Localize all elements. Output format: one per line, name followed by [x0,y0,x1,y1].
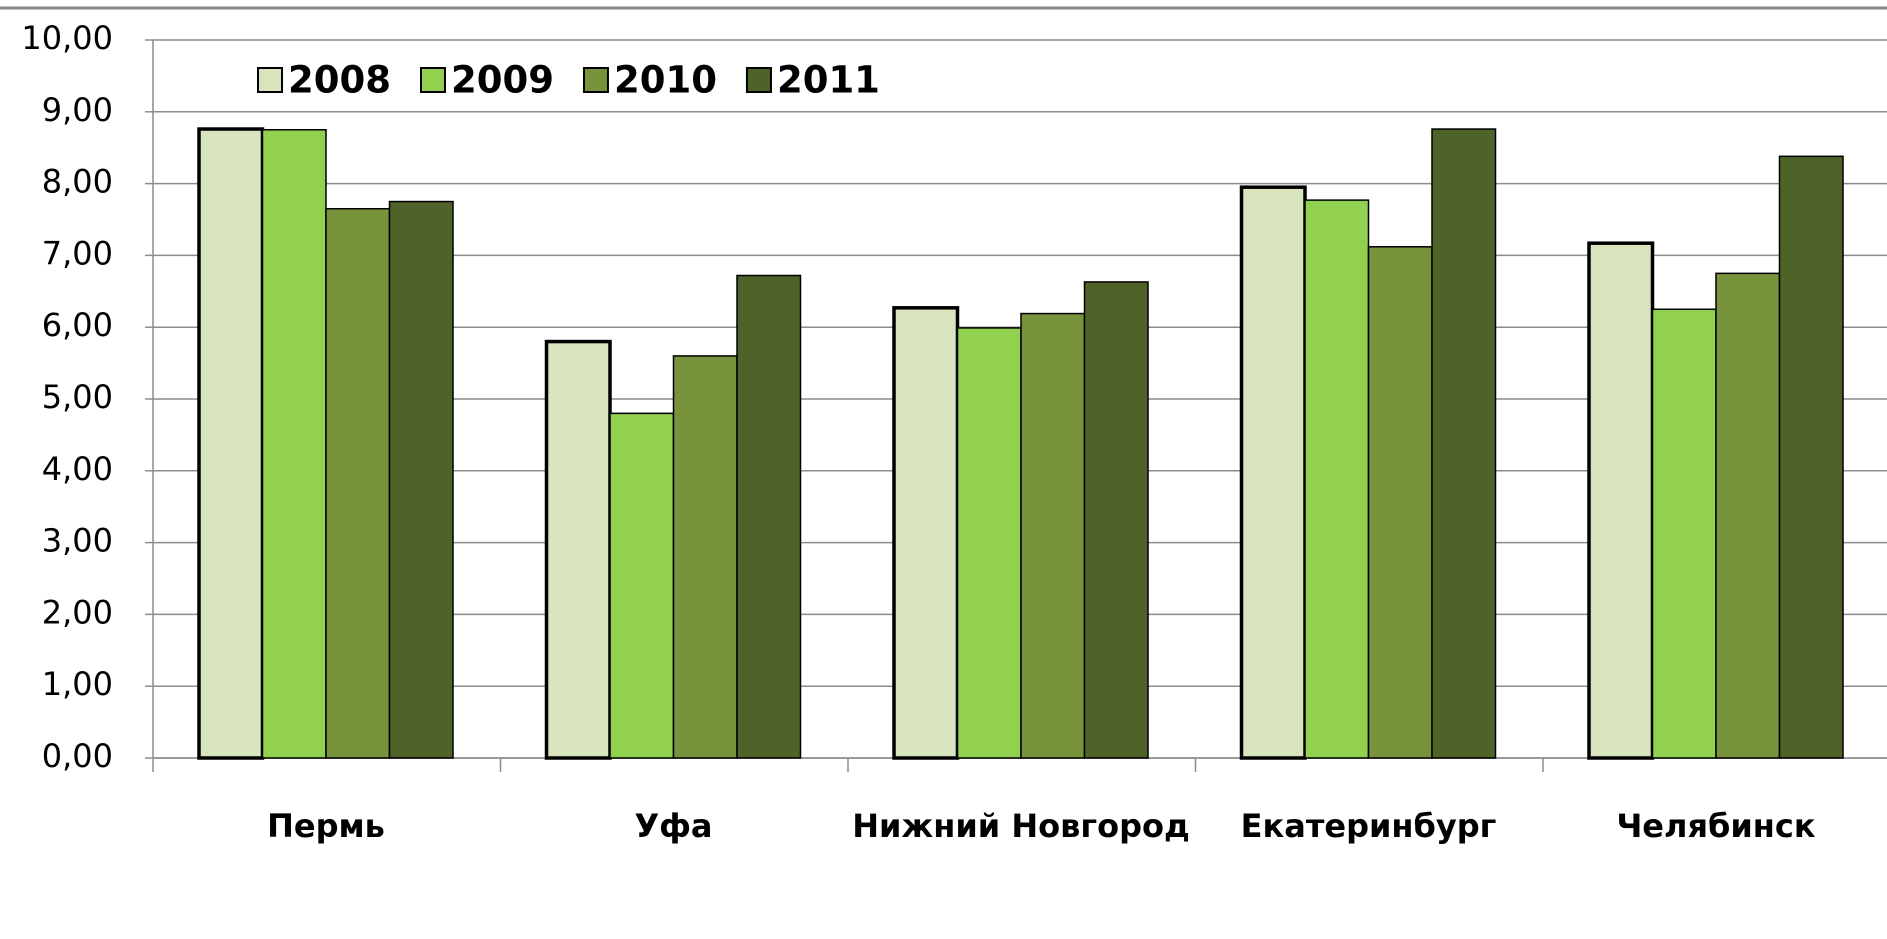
y-tick-label: 1,00 [42,665,113,703]
bar [892,306,960,760]
bar [1431,128,1497,759]
bar [1367,246,1433,759]
bar [1587,241,1655,760]
y-tick-label: 8,00 [42,163,113,201]
y-tick-label: 7,00 [42,234,113,272]
y-tick-label: 2,00 [42,593,113,631]
y-tick-label: 6,00 [42,306,113,344]
x-tick-label: Пермь [267,807,385,845]
y-tick-label: 5,00 [42,378,113,416]
legend-swatch [257,67,283,93]
legend-label: 2011 [777,59,880,102]
bar [672,355,738,759]
y-tick-label: 0,00 [42,737,113,775]
bar [736,274,802,759]
bar [325,207,391,759]
legend-label: 2009 [451,59,554,102]
bar [1715,272,1781,759]
bar [261,129,327,759]
legend-swatch [745,67,772,93]
bar [609,412,675,759]
legend-swatch [582,67,609,93]
legend-label: 2008 [288,59,391,102]
x-tick-label: Нижний Новгород [852,807,1190,845]
x-tick-label: Екатеринбург [1241,807,1497,845]
bar [956,327,1022,759]
y-tick-label: 3,00 [42,522,113,560]
bar [1083,281,1149,759]
x-tick-label: Уфа [634,807,712,845]
legend-label: 2010 [614,59,717,102]
y-tick-label: 9,00 [42,91,113,129]
bar [544,339,612,760]
bar [1778,155,1844,759]
x-tick-label: Челябинск [1616,807,1815,845]
bar [388,200,454,759]
y-tick-label: 10,00 [21,19,113,57]
bar [1020,312,1086,759]
bar [1304,199,1370,759]
bar [197,127,265,760]
y-tick-label: 4,00 [42,450,113,488]
bar [1651,308,1717,759]
bar [1239,185,1307,760]
legend-swatch [419,67,446,93]
